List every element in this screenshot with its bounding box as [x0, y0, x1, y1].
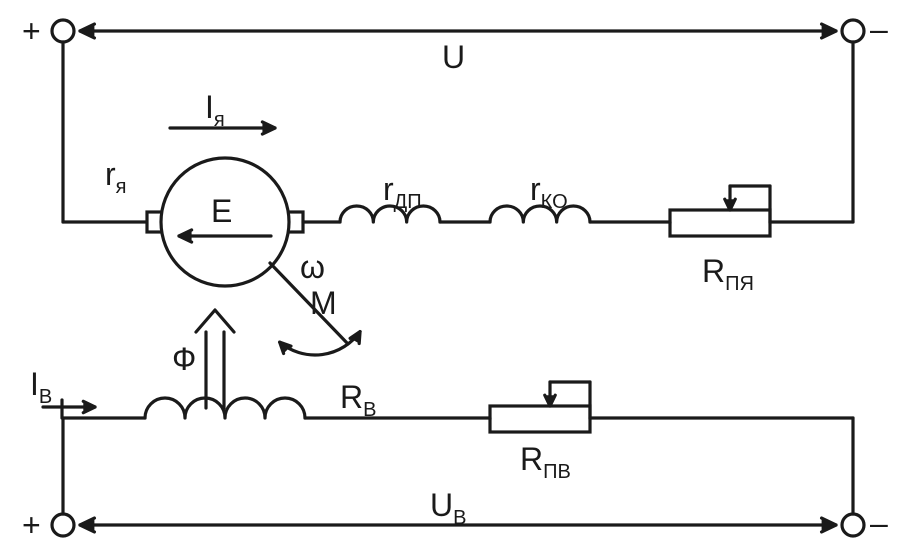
- label-R-pya: RПЯ: [702, 253, 754, 295]
- label-minus-top: –: [870, 11, 888, 47]
- label-U: U: [442, 39, 465, 75]
- terminal-bot_minus: [842, 514, 864, 536]
- label-r-dp: rДП: [383, 171, 422, 213]
- label-r-ya: rя: [105, 156, 127, 198]
- label-R-v: RВ: [340, 379, 376, 421]
- label-minus-bot: –: [870, 505, 888, 541]
- label-omega: ω: [300, 249, 325, 285]
- label-plus-bot: +: [22, 507, 41, 543]
- terminal-top_minus: [842, 20, 864, 42]
- label-r-ko: rКО: [530, 171, 568, 213]
- label-M: M: [310, 285, 337, 321]
- rheostat-field: [490, 406, 590, 432]
- label-E: E: [211, 193, 232, 229]
- label-U-v: UВ: [430, 487, 466, 529]
- terminal-bot_plus: [52, 514, 74, 536]
- label-plus-top: +: [22, 13, 41, 49]
- label-R-pv: RПВ: [520, 441, 571, 483]
- rheostat-armature: [670, 210, 770, 236]
- label-I-ya: Iя: [205, 89, 225, 131]
- dc-motor-schematic: + – U Erя Iя rДП rКО RПЯ ωM Ф IВ RВ RПВ UВ + –: [0, 0, 905, 556]
- label-Phi: Ф: [172, 341, 196, 377]
- terminal-top_plus: [52, 20, 74, 42]
- label-I-v: IВ: [30, 366, 52, 408]
